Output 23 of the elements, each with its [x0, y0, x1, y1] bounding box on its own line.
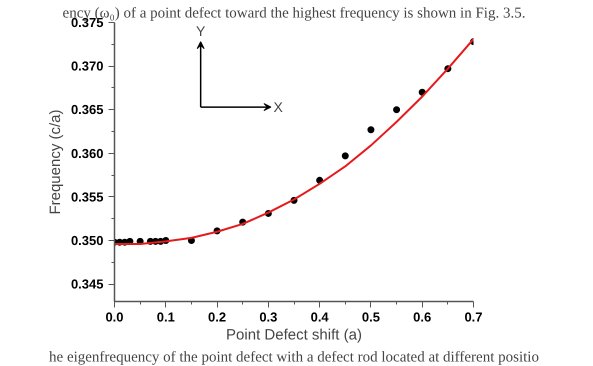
x-axis-title: Point Defect shift (a): [226, 326, 362, 344]
x-tick-label: 0.7: [464, 310, 483, 324]
y-tick-label: 0.370: [70, 58, 104, 74]
y-axis-title: Frequency (c/a): [46, 109, 64, 215]
annotation: Y: [196, 23, 206, 40]
text: he eigenfrequency of the point defect with a defect rod located at different positio: [49, 350, 539, 366]
y-tick-label: 0.350: [70, 232, 104, 248]
x-tick-label: 0.3: [259, 310, 278, 324]
point: [367, 126, 374, 134]
annotation: X: [273, 99, 284, 116]
y-tick-label: 0.345: [70, 276, 104, 292]
x-tick-label: 0.1: [156, 310, 175, 324]
x-tick-label: 0.2: [208, 310, 226, 324]
x-tick-label: 0.4: [310, 310, 330, 324]
y-tick-label: 0.355: [70, 189, 104, 204]
y-tick-label: 0.365: [70, 102, 104, 118]
y-tick-label: 0.360: [70, 146, 104, 161]
x-tick-label: 0.0: [105, 310, 124, 324]
line-series: [114, 38, 474, 245]
point: [342, 152, 349, 160]
x-tick-label: 0.6: [413, 310, 432, 324]
point: [393, 106, 400, 114]
x-tick-label: 0.5: [362, 310, 380, 324]
